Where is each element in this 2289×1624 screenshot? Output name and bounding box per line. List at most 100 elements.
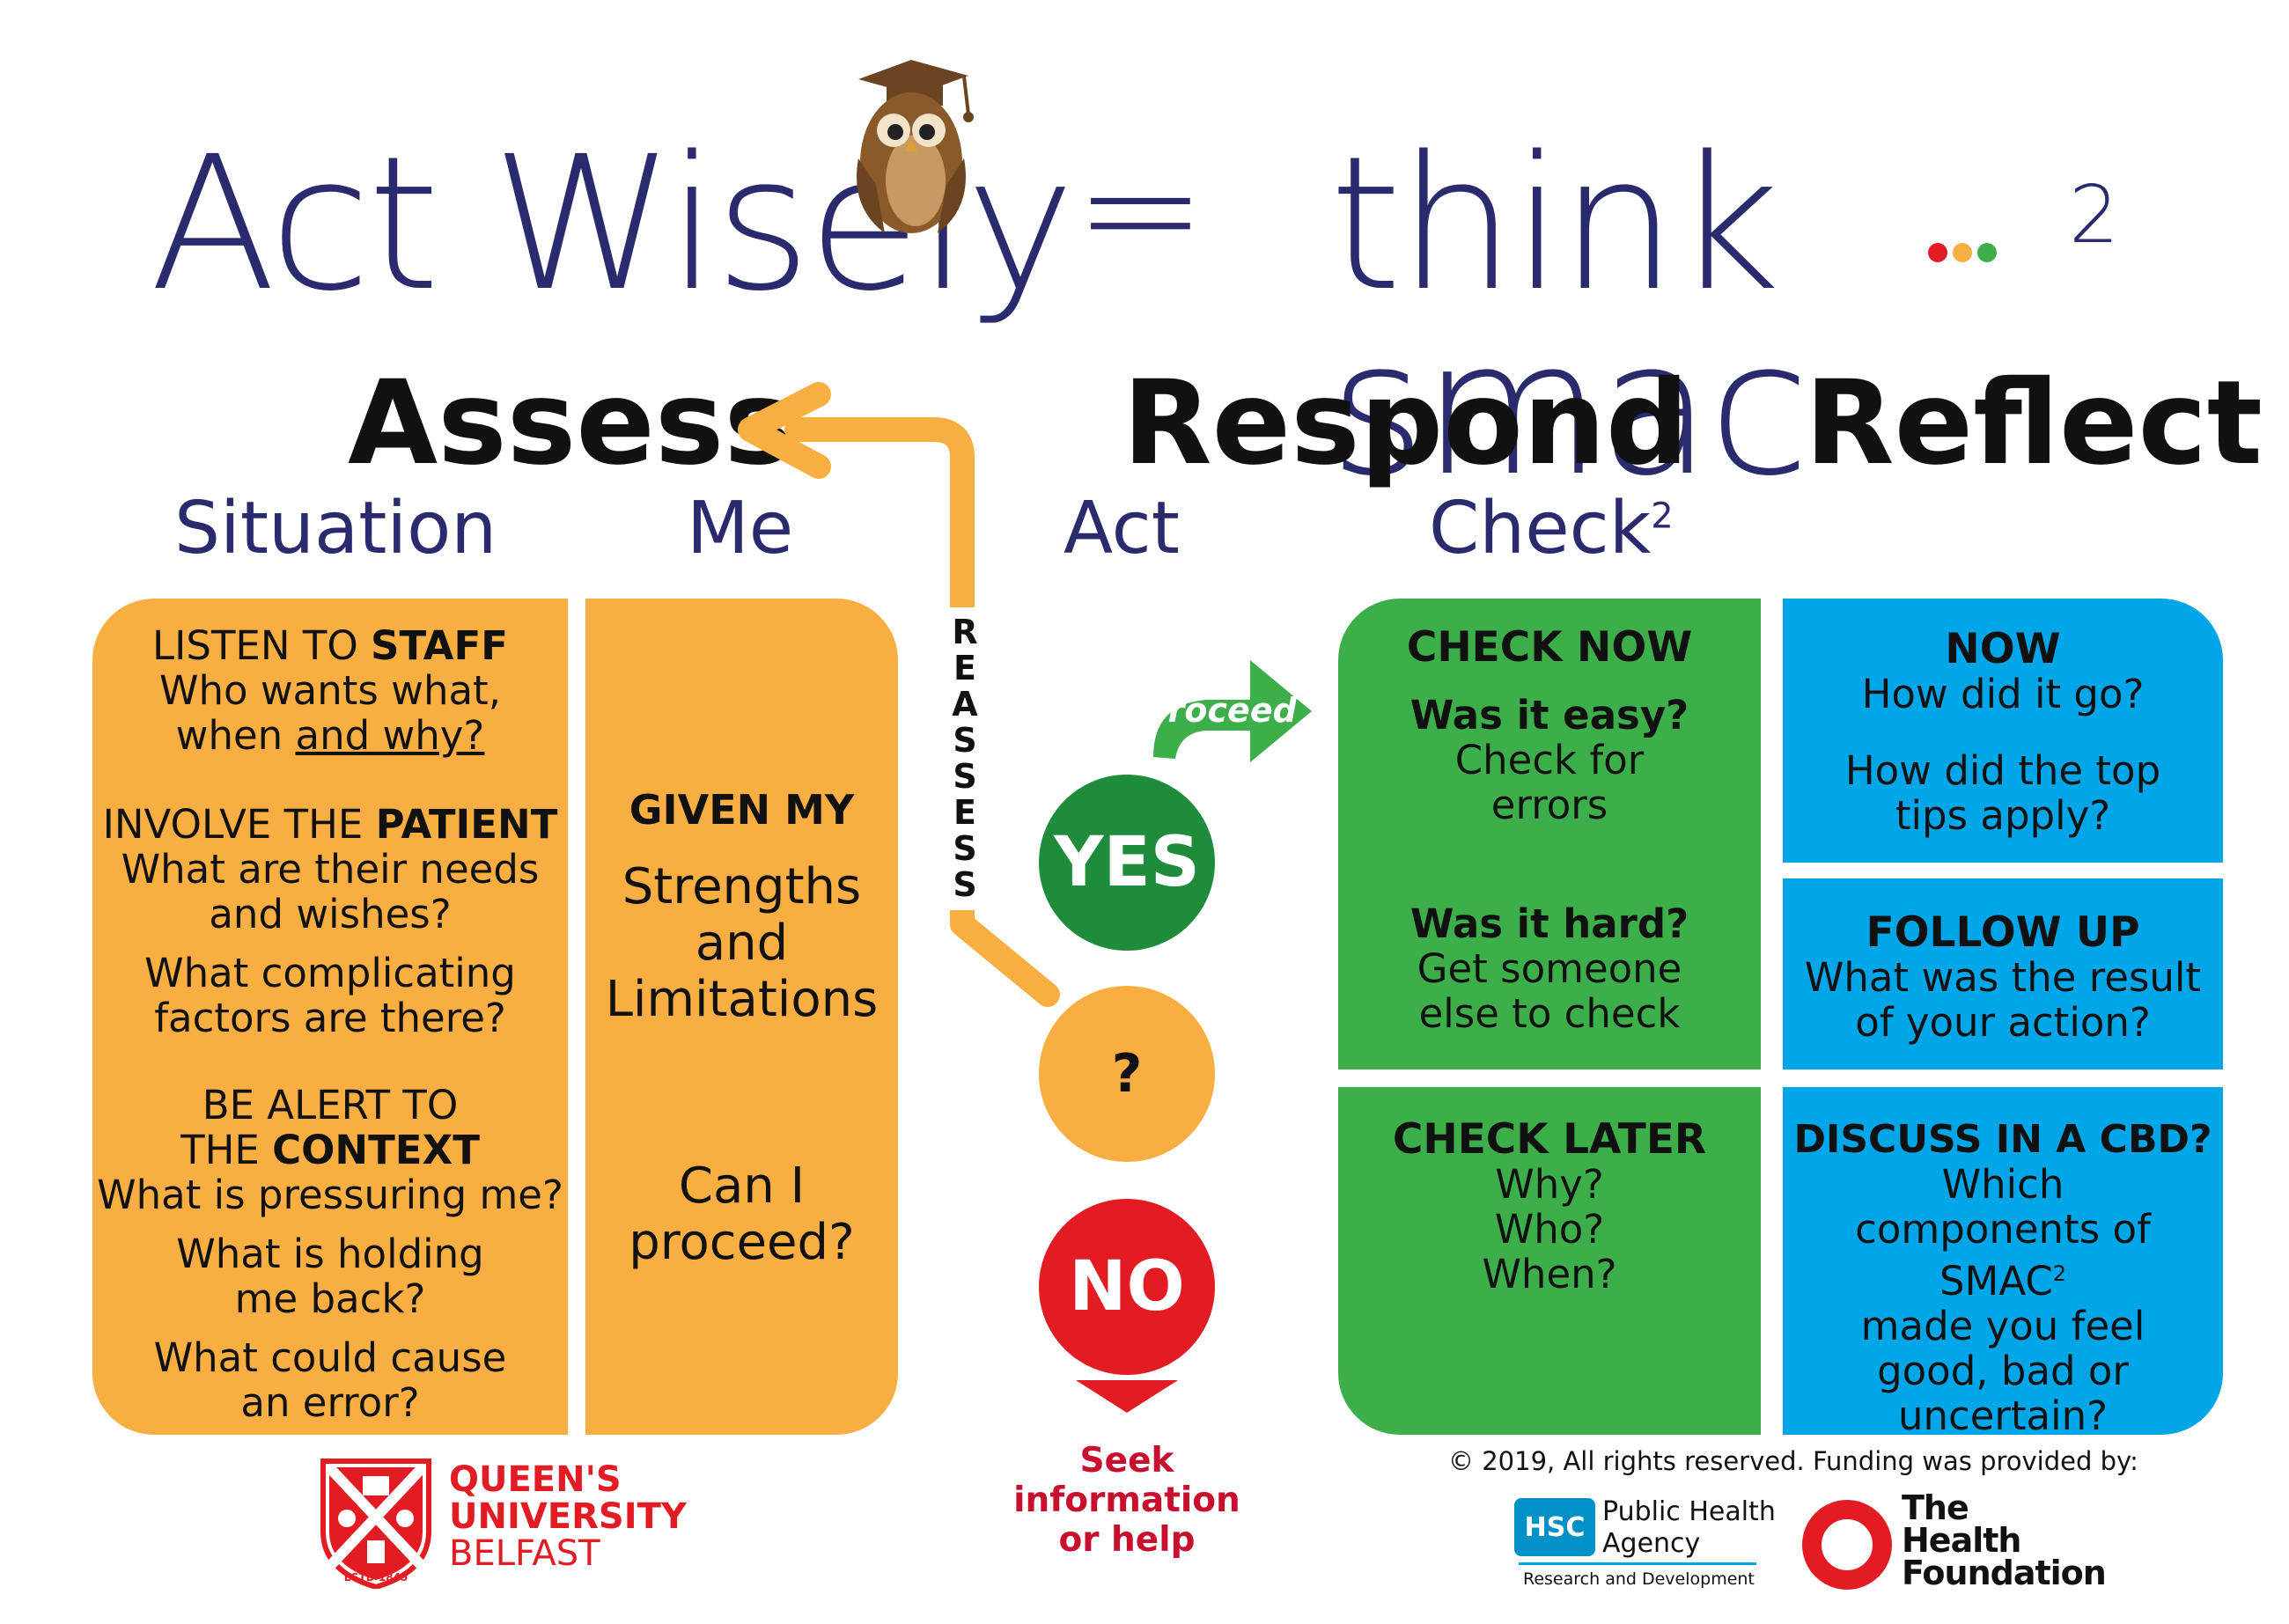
reflect-now-line: tips apply?	[1895, 792, 2111, 839]
patient-line: What are their needs	[121, 846, 540, 893]
qub-crest-icon	[320, 1459, 431, 1589]
patient-line: factors are there?	[154, 995, 506, 1041]
reflect-now-panel: NOW How did it go? How did the top tips …	[1783, 599, 2223, 863]
context-line: What is pressuring me?	[97, 1172, 563, 1218]
and-text: and	[695, 915, 789, 972]
green-dot-icon	[1977, 243, 1997, 262]
was-it-easy: Was it easy?	[1409, 692, 1689, 739]
hsc-line: Agency	[1602, 1528, 1701, 1559]
qub-line: BELFAST	[449, 1533, 600, 1574]
check-now-title: CHECK NOW	[1406, 623, 1693, 672]
seek-line: or help	[1058, 1520, 1196, 1560]
qub-line: QUEEN'S	[449, 1459, 622, 1500]
was-it-hard: Was it hard?	[1409, 900, 1689, 947]
discuss-line: components of	[1855, 1206, 2151, 1253]
discuss-line: made you feel	[1860, 1303, 2145, 1349]
no-circle: NO	[1039, 1199, 1215, 1375]
red-dot-icon	[1928, 243, 1947, 262]
staff-line-3b: and why?	[295, 712, 485, 759]
patient-heading: INVOLVE THE PATIENT	[92, 802, 568, 847]
patient-line: What complicating	[144, 950, 516, 996]
patient-line: and wishes?	[209, 891, 452, 937]
qub-line: UNIVERSITY	[449, 1496, 687, 1537]
qub-wordmark: QUEEN'S UNIVERSITY BELFAST	[449, 1461, 687, 1572]
seek-help-text: Seek information or help	[995, 1441, 1259, 1560]
strengths-text: Strengths	[622, 858, 862, 915]
traffic-light-dots	[1928, 243, 1997, 262]
follow-up-panel: FOLLOW UP What was the result of your ac…	[1783, 878, 2223, 1069]
reassess-letter: E	[953, 649, 976, 687]
check-later-line: Who?	[1494, 1206, 1605, 1253]
discuss-smac-line: SMAC2	[1783, 1252, 2223, 1304]
reassess-letter: S	[953, 757, 977, 796]
health-foundation-wordmark: The Health Foundation	[1902, 1491, 2107, 1592]
hsc-line: Public Health	[1602, 1496, 1776, 1527]
check-now-line: Check for	[1454, 737, 1645, 783]
discuss-line: Which	[1941, 1161, 2065, 1208]
heading-assess: Assess	[348, 356, 793, 491]
discuss-panel: DISCUSS IN A CBD? Which components of SM…	[1783, 1087, 2223, 1438]
subhead-situation: Situation	[174, 487, 497, 570]
staff-heading-b: STAFF	[371, 622, 508, 669]
subhead-check-label: Check	[1429, 487, 1652, 570]
patient-heading-a: INVOLVE THE	[102, 801, 376, 848]
heading-reflect: Reflect	[1805, 356, 2263, 491]
check-later-title: CHECK LATER	[1392, 1115, 1707, 1164]
heading-respond: Respond	[1122, 356, 1689, 491]
follow-up-title: FOLLOW UP	[1866, 908, 2140, 957]
staff-line: Who wants what,	[159, 667, 501, 714]
title-superscript: 2	[2069, 169, 2119, 261]
maybe-circle: ?	[1039, 986, 1215, 1162]
hsc-wordmark: Public Health Agency	[1602, 1496, 1776, 1560]
staff-heading-a: LISTEN TO	[152, 622, 372, 669]
check-now-line: else to check	[1418, 990, 1681, 1037]
context-heading-2: THE CONTEXT	[92, 1128, 568, 1172]
discuss-content: DISCUSS IN A CBD? Which components of SM…	[1783, 1087, 2223, 1438]
follow-up-content: FOLLOW UP What was the result of your ac…	[1783, 878, 2223, 1045]
amber-dot-icon	[1953, 243, 1972, 262]
situation-panel: LISTEN TO STAFF Who wants what, when and…	[92, 599, 568, 1435]
reassess-letter: S	[953, 721, 977, 760]
seek-line: information	[1013, 1481, 1240, 1520]
reflect-now-line: How did it go?	[1861, 671, 2145, 717]
context-heading: BE ALERT TO	[202, 1082, 459, 1128]
reassess-letter: A	[952, 685, 978, 724]
proceed-label: Proceed	[1144, 691, 1297, 730]
check-now-panel: CHECK NOW Was it easy? Check for errors …	[1338, 599, 1761, 1069]
discuss-smac: SMAC	[1939, 1258, 2053, 1304]
hsc-badge-icon: HSC	[1514, 1498, 1595, 1556]
check-later-panel: CHECK LATER Why? Who? When?	[1338, 1087, 1761, 1435]
reflect-now-line: How did the top	[1844, 747, 2161, 794]
context-line: What could cause	[153, 1334, 507, 1381]
hsc-rd-text: Research and Development	[1523, 1569, 1755, 1589]
reflect-now-content: NOW How did it go? How did the top tips …	[1783, 599, 2223, 838]
check-later-content: CHECK LATER Why? Who? When?	[1338, 1087, 1761, 1297]
discuss-smac-sup: 2	[2052, 1261, 2067, 1286]
staff-heading: LISTEN TO STAFF	[92, 623, 568, 668]
health-foundation-ring-icon	[1802, 1500, 1892, 1590]
thf-line: Foundation	[1902, 1554, 2107, 1592]
check-later-line: Why?	[1495, 1161, 1604, 1208]
check-now-line: Get someone	[1417, 945, 1682, 992]
reassess-label: R E A S S E S S	[940, 607, 990, 910]
given-my-heading: GIVEN MY	[629, 786, 855, 834]
owl-icon	[857, 60, 974, 233]
follow-up-line: of your action?	[1855, 999, 2151, 1046]
context-line: an error?	[240, 1379, 420, 1426]
subhead-me: Me	[687, 487, 794, 570]
proceed-question-text: proceed?	[629, 1214, 855, 1271]
reassess-letter: S	[953, 829, 977, 868]
copyright-text: © 2019, All rights reserved. Funding was…	[1448, 1446, 2138, 1476]
reassess-letter: S	[953, 865, 977, 904]
context-heading-2b: CONTEXT	[272, 1127, 480, 1173]
context-heading-2a: THE	[180, 1127, 273, 1173]
title-think-smac: think smac	[1329, 116, 1810, 517]
staff-line-3a: when	[175, 712, 296, 759]
thf-line: Health	[1902, 1521, 2021, 1560]
discuss-line: good, bad or	[1877, 1348, 2129, 1394]
reassess-letter: E	[953, 793, 976, 832]
subhead-act: Act	[1064, 487, 1180, 570]
discuss-title: DISCUSS IN A CBD?	[1793, 1117, 2212, 1162]
qub-estd: ESTD 1845	[343, 1571, 408, 1584]
patient-heading-b: PATIENT	[375, 801, 558, 848]
